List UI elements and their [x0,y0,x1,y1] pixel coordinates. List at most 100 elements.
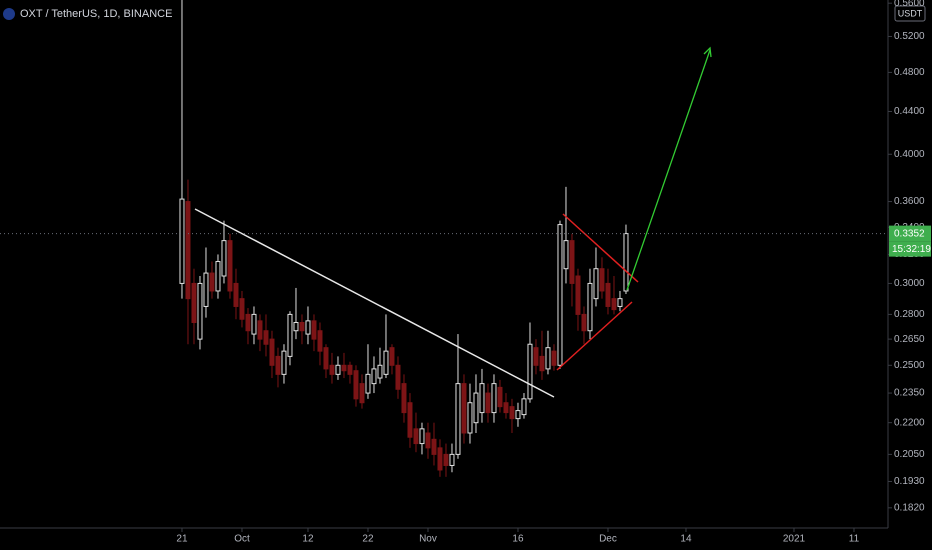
candle-body [461,383,467,434]
x-tick-label: 16 [512,534,524,545]
candle-body [449,453,455,466]
candle-body [545,347,551,370]
candle-body [275,355,281,375]
candle-body [353,370,359,400]
candle-body [473,392,479,424]
candle-body [389,347,395,366]
candle-body [455,383,461,455]
candle-body [221,240,227,277]
x-tick-label: 21 [176,534,188,545]
last-price-box [889,225,931,242]
x-tick-label: 2021 [783,534,806,545]
candle-body [341,364,347,372]
candle-body [401,383,407,414]
candle-body [383,350,389,375]
candle-body [599,268,605,292]
candle-body [425,432,431,449]
candle-body [347,364,353,375]
candle-body [611,298,617,311]
chart-title: OXT / TetherUS, 1D, BINANCE [20,8,172,20]
y-tick-label: 0.1930 [894,476,925,487]
arrow-head [703,46,712,58]
trend-line [194,208,555,398]
candle-body [359,383,365,404]
candle-body [287,313,293,357]
candle-body [185,201,191,300]
candle-body [329,364,335,375]
currency-label: USDT [898,8,923,18]
candle-body [509,406,515,420]
candle-body [623,233,629,292]
x-tick-label: 12 [302,534,314,545]
candle-body [569,240,575,284]
symbol-logo [3,8,15,20]
candle-body [245,313,251,332]
candle-body [179,198,185,284]
candle-body [491,383,497,414]
candle-body [503,402,509,414]
candle-body [215,261,221,292]
candle-body [539,355,545,372]
candle-body [533,347,539,366]
candle-body [251,313,257,335]
candle-body [617,298,623,307]
candle-body [395,364,401,390]
candle-body [527,343,533,400]
y-tick-label: 0.2050 [894,449,925,460]
candle-body [257,320,263,340]
x-tick-label: Dec [599,534,617,545]
triangle-lower-line [556,301,633,371]
candle-body [413,428,419,445]
candle-body [317,330,323,352]
plot-area [179,0,629,477]
countdown-label: 15:32:19 [892,244,931,255]
y-tick-label: 0.2350 [894,388,925,399]
candle-body [467,402,473,434]
candle-body [311,320,317,340]
candle-body [191,282,197,323]
x-tick-label: Oct [234,534,250,545]
y-tick-label: 0.4000 [894,149,925,160]
y-tick-label: 0.4800 [894,67,925,78]
target-arrow [626,49,711,291]
triangle-upper-line [562,213,639,283]
candle-body [365,373,371,394]
candle-body [515,410,521,420]
candle-body [551,350,557,366]
candle-body [407,402,413,438]
y-tick-label: 0.1820 [894,502,925,513]
candle-body [305,320,311,335]
candle-body [263,330,269,345]
candle-body [563,240,569,270]
candle-body [437,447,443,471]
x-tick-label: 22 [362,534,374,545]
y-tick-label: 0.5200 [894,31,925,42]
candle-body [575,275,581,315]
candle-body [443,453,449,466]
candle-body [593,268,599,300]
candle-body [227,240,233,292]
candle-body [521,398,527,416]
candle-body [299,321,305,332]
candle-body [485,392,491,414]
candle-body [269,338,275,366]
last-price-label: 0.3352 [894,228,925,239]
candle-body [203,272,209,307]
y-tick-label: 0.3600 [894,196,925,207]
y-tick-label: 0.3000 [894,278,925,289]
candle-body [479,383,485,414]
currency-box [894,5,926,22]
candle-body [371,368,377,385]
candle-body [323,347,329,370]
candle-body [209,272,215,292]
candle-body [377,364,383,379]
candle-body [605,282,611,307]
candle-body [239,298,245,320]
candle-body [419,428,425,445]
x-tick-label: 11 [849,534,860,545]
y-tick-label: 0.2800 [894,309,925,320]
candle-body [233,282,239,307]
